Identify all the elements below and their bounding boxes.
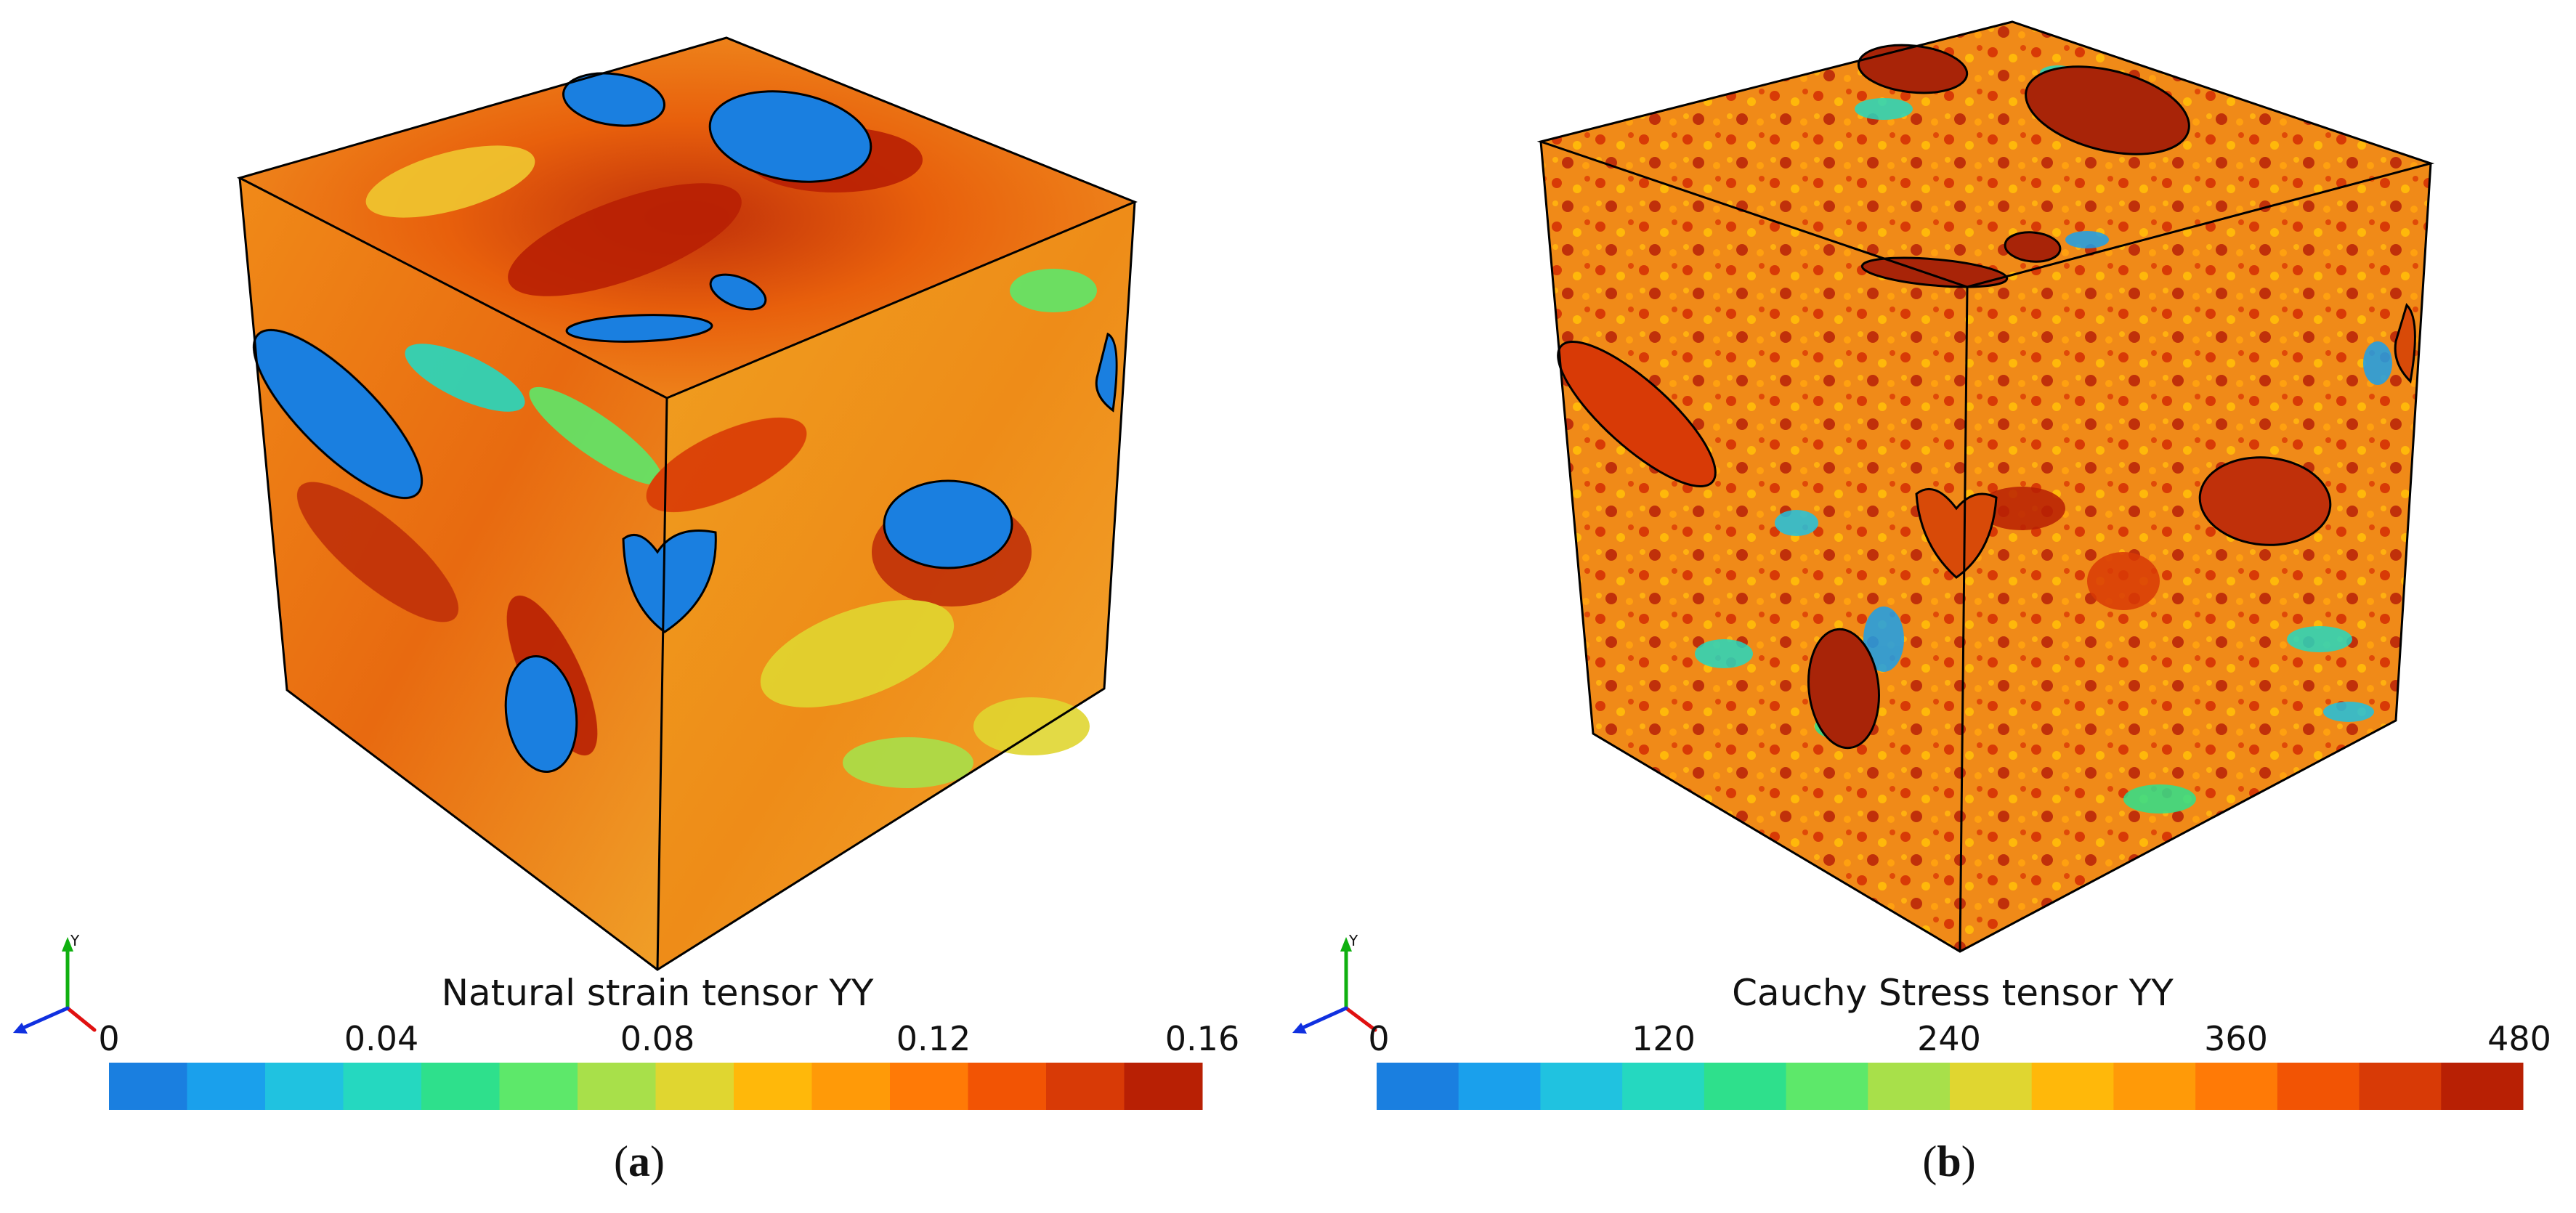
colorbar-segment [2359, 1063, 2442, 1110]
colorbar-segment [1377, 1063, 1459, 1110]
inclusion [708, 90, 872, 183]
inclusion [622, 530, 717, 633]
inclusion [1095, 332, 1118, 413]
cube-edges [236, 36, 1138, 971]
axis-y-label: Y [70, 932, 80, 949]
inclusion [1807, 628, 1881, 750]
strain-cube-render: Y [13, 36, 1203, 1110]
colorbar-segment [499, 1063, 578, 1110]
inclusion [709, 273, 767, 311]
axis-y-label: Y [1348, 932, 1358, 949]
axis-triad [13, 937, 97, 1034]
inclusion [1915, 487, 1998, 579]
panel-b: Y Cauchy Stress tensor YY 0 120 240 360 … [1288, 0, 2576, 1213]
inclusions [252, 72, 1118, 774]
inclusion [2004, 231, 2062, 263]
caption-b: (b) [1922, 1137, 1976, 1185]
colorbar-segment [811, 1063, 891, 1110]
colorbar-segment [1786, 1063, 1868, 1110]
colorbar-tick: 0.08 [620, 1019, 695, 1058]
colorbar-segment [2195, 1063, 2278, 1110]
colorbar-segment [1950, 1063, 2033, 1110]
colorbar-tick: 480 [2487, 1019, 2551, 1058]
inclusion [2198, 456, 2332, 546]
colorbar-tick: 0.04 [344, 1019, 419, 1058]
colorbar-segment [421, 1063, 500, 1110]
colorbar-tick: 120 [1632, 1019, 1696, 1058]
colorbar-segment [1046, 1063, 1125, 1110]
inclusion [883, 479, 1013, 569]
colorbar-segment [1868, 1063, 1951, 1110]
inclusion [252, 328, 424, 500]
axis-triad [1292, 937, 1377, 1034]
colorbar-tick: 240 [1917, 1019, 1981, 1058]
caption-a: (a) [614, 1137, 665, 1185]
colorbar-a [109, 1063, 1203, 1110]
colorbar-segment [1622, 1063, 1705, 1110]
colorbar-tick: 0 [1368, 1019, 1390, 1058]
colorbar-segment [1124, 1063, 1203, 1110]
colorbar-segment [1540, 1063, 1623, 1110]
colorbar-segment [343, 1063, 422, 1110]
colorbar-segment [734, 1063, 812, 1110]
inclusion [2025, 65, 2190, 155]
cube-top-face [1541, 22, 2431, 287]
colorbar-tick: 0.16 [1165, 1019, 1240, 1058]
colorbar-segment [1704, 1063, 1787, 1110]
cube-edges [1536, 20, 2435, 953]
cube-left-face [1541, 142, 1967, 952]
inclusions [1557, 44, 2416, 750]
colorbar-segment [265, 1063, 344, 1110]
colorbar-segment [890, 1063, 968, 1110]
inclusion [2394, 303, 2416, 384]
inclusion [504, 654, 578, 774]
colorbar-segment [968, 1063, 1047, 1110]
colorbar-segment [109, 1063, 187, 1110]
colorbar-b [1377, 1063, 2524, 1110]
inclusion [565, 314, 713, 343]
stress-cube-render: Y [1292, 20, 2524, 1110]
panel-a: Y Natural strain tensor YY 0 0.04 0.08 0… [13, 36, 1240, 1185]
colorbar-segment [578, 1063, 656, 1110]
colorbar-title: Cauchy Stress tensor YY [1732, 972, 2174, 1014]
colorbar-segment [2113, 1063, 2196, 1110]
cube-right-face [1960, 163, 2431, 952]
colorbar-segment [187, 1063, 266, 1110]
colorbar-tick: 0.12 [896, 1019, 971, 1058]
colorbar-segment [1458, 1063, 1541, 1110]
inclusion [1557, 341, 1717, 487]
colorbar-tick: 360 [2204, 1019, 2268, 1058]
colorbar-tick: 0 [98, 1019, 120, 1058]
colorbar-segment [655, 1063, 734, 1110]
field-patches [1695, 65, 2392, 814]
colorbar-segment [2277, 1063, 2360, 1110]
colorbar-segment [2031, 1063, 2114, 1110]
colorbar-title: Natural strain tensor YY [441, 972, 874, 1014]
colorbar-segment [2441, 1063, 2524, 1110]
inclusion [1860, 256, 2009, 288]
inclusion [562, 72, 665, 127]
